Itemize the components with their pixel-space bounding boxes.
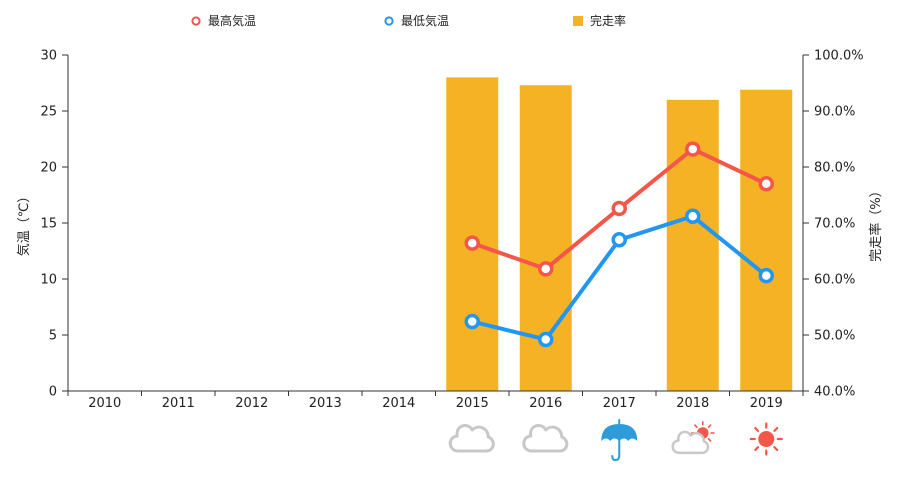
legend-label-1: 最低気温 <box>401 13 449 28</box>
left-tick-label: 0 <box>49 385 57 400</box>
legend-label-2: 完走率 <box>590 13 626 28</box>
point-1-2019 <box>758 267 774 284</box>
x-tick-label: 2010 <box>88 396 121 411</box>
point-1-2016 <box>538 331 554 348</box>
x-tick-label: 2016 <box>529 396 562 411</box>
cloud-shape <box>448 423 495 453</box>
sun-ray <box>754 446 760 452</box>
right-tick-label: 90.0% <box>814 105 855 120</box>
umbrella-canopy <box>601 424 638 441</box>
sun-ray <box>754 426 760 432</box>
legend-marker-2 <box>573 16 583 26</box>
line-series <box>464 141 774 348</box>
point-1-2018 <box>685 208 701 225</box>
point-0-2015 <box>464 235 480 251</box>
cloud-part <box>671 430 710 455</box>
sun-ray <box>694 424 698 428</box>
x-tick-label: 2013 <box>309 396 342 411</box>
left-tick-label: 5 <box>49 329 57 344</box>
x-tick-label: 2012 <box>235 396 268 411</box>
right-tick-label: 70.0% <box>814 217 855 232</box>
weather-icons <box>448 419 783 462</box>
right-tick-label: 100.0% <box>814 49 864 64</box>
point-0-2018 <box>685 141 701 157</box>
point-0-2019 <box>758 176 774 192</box>
x-tick-label: 2017 <box>603 396 636 411</box>
axes: 0 5 10 15 20 25 30 40.0% 50.0% 60.0% 70.0% 80.0% 90.… <box>16 49 884 412</box>
sun-ray <box>707 424 712 428</box>
left-tick-label: 10 <box>40 273 57 288</box>
x-tick-label: 2014 <box>382 396 415 411</box>
legend: 最高気温 最低気温 完走率 <box>191 13 626 28</box>
point-1-2017 <box>611 232 627 248</box>
cloud-shape <box>522 423 569 453</box>
bar-2019 <box>740 89 793 391</box>
legend-label-0: 最高気温 <box>208 13 256 28</box>
left-tick-label: 15 <box>40 217 57 232</box>
left-tick-label: 30 <box>40 49 57 64</box>
x-tick-label: 2018 <box>676 396 709 411</box>
right-tick-label: 50.0% <box>814 329 855 344</box>
left-tick-label: 20 <box>40 161 57 176</box>
bar-series <box>446 77 793 392</box>
legend-marker-0 <box>191 16 201 26</box>
y-left-title: 気温（℃） <box>16 190 32 257</box>
bar-2015 <box>446 77 499 392</box>
sun-ray <box>773 446 779 452</box>
right-tick-label: 60.0% <box>814 273 855 288</box>
point-1-2015 <box>464 313 480 330</box>
sun-disc <box>758 431 775 447</box>
sun-icon <box>749 422 783 456</box>
point-0-2017 <box>611 200 627 217</box>
cloud-icon <box>448 423 495 453</box>
umbrella-icon <box>601 419 638 462</box>
cloud-icon <box>522 423 569 453</box>
legend-marker-1 <box>384 16 394 26</box>
right-tick-label: 40.0% <box>814 385 855 400</box>
x-tick-label: 2011 <box>162 396 195 411</box>
x-tick-label: 2015 <box>456 396 489 411</box>
left-tick-label: 25 <box>40 105 57 120</box>
cloud-sun-icon <box>671 421 715 455</box>
sun-ray <box>773 426 779 432</box>
point-0-2016 <box>538 261 554 277</box>
y-right-title: 完走率（%） <box>868 184 884 261</box>
right-tick-label: 80.0% <box>814 161 855 176</box>
x-tick-label: 2019 <box>750 396 783 411</box>
umbrella-handle <box>611 439 621 462</box>
cloud-shape <box>671 430 710 455</box>
sun-ray <box>707 438 712 442</box>
